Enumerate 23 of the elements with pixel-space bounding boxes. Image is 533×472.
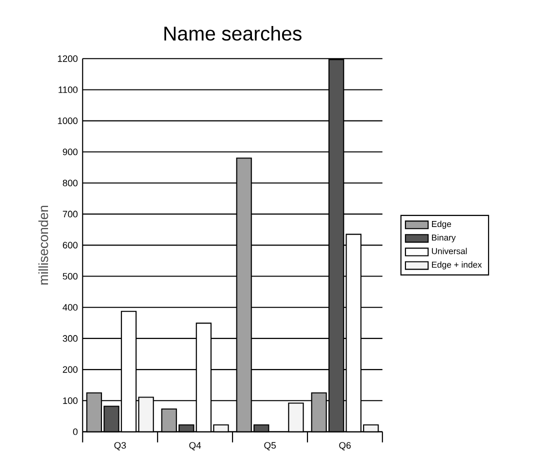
y-tick-label: 1200 — [58, 55, 78, 62]
y-tick-label: 400 — [62, 304, 78, 311]
x-tick-label: Q5 — [264, 442, 276, 450]
y-tick-label: 100 — [63, 398, 78, 404]
y-tick-label: 300 — [62, 335, 78, 342]
x-tick-label: Q4 — [189, 442, 201, 450]
y-tick-label: 200 — [62, 366, 78, 373]
y-tick-label: 800 — [62, 180, 78, 186]
y-axis-title: milliseconden — [38, 206, 48, 285]
y-tick-label: 700 — [62, 210, 78, 218]
x-tick-label: Q3 — [114, 442, 126, 450]
legend-label: Universal — [432, 248, 467, 254]
y-tick-label: 0 — [73, 428, 78, 436]
y-tick-label: 1100 — [58, 86, 78, 94]
y-tick-label: 500 — [62, 273, 78, 280]
y-tick-label: 900 — [62, 148, 78, 156]
legend-label: Binary — [432, 234, 456, 242]
legend-label: Edge — [432, 220, 452, 229]
legend-label: Edge + index — [432, 262, 482, 270]
y-tick-label: 1000 — [58, 118, 78, 124]
y-tick-label: 600 — [62, 242, 78, 249]
x-tick-label: Q6 — [339, 442, 351, 450]
chart-title: Name searches — [164, 26, 302, 41]
